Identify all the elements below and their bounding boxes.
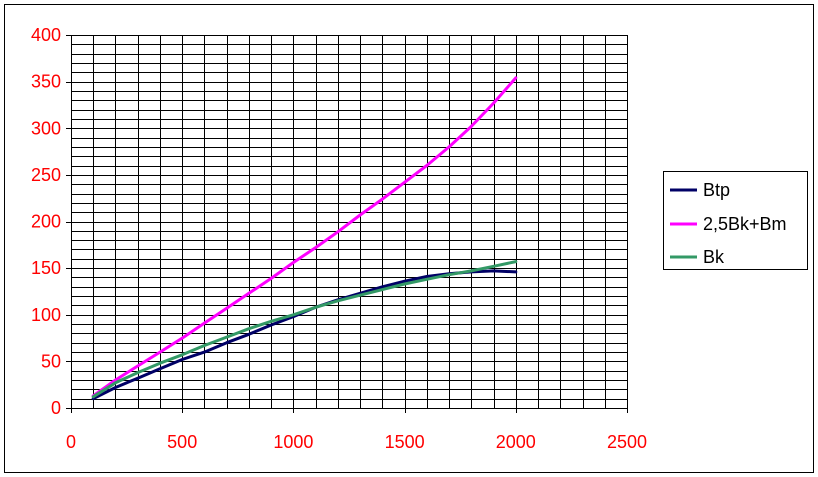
series-lines <box>91 76 518 401</box>
series-line-bk <box>91 260 518 399</box>
plot-area <box>71 35 627 408</box>
legend-label: Bk <box>703 247 725 267</box>
grid <box>71 35 628 408</box>
legend-label: Btp <box>703 180 730 200</box>
x-tick-label: 1000 <box>273 432 313 452</box>
legend-box <box>663 171 808 270</box>
x-tick-label: 1500 <box>385 432 425 452</box>
series-line-2-5bk-bm <box>91 76 518 398</box>
x-tick-label: 500 <box>167 432 197 452</box>
y-tick-label: 400 <box>31 25 61 45</box>
legend-label: 2,5Bk+Bm <box>703 214 787 234</box>
x-tick-label: 2500 <box>607 432 647 452</box>
axes <box>66 35 628 413</box>
y-tick-label: 200 <box>31 212 61 232</box>
y-tick-label: 50 <box>41 351 61 371</box>
y-tick-label: 350 <box>31 72 61 92</box>
x-tick-label: 0 <box>66 432 76 452</box>
y-tick-label: 250 <box>31 165 61 185</box>
y-tick-labels: 0 50 100 150 200 250 300 350 400 <box>31 25 61 418</box>
y-tick-label: 300 <box>31 118 61 138</box>
y-tick-label: 100 <box>31 305 61 325</box>
y-tick-label: 150 <box>31 258 61 278</box>
x-tick-label: 2000 <box>496 432 536 452</box>
legend: Btp 2,5Bk+Bm Bk <box>663 171 808 270</box>
x-tick-labels: 0 500 1000 1500 2000 2500 <box>66 432 647 452</box>
y-tick-label: 0 <box>51 398 61 418</box>
